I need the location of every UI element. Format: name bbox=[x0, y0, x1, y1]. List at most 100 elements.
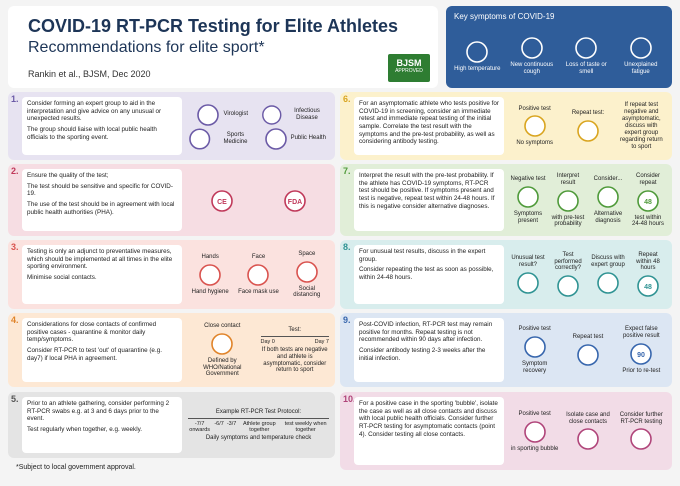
section-visuals: Positive test in sporting bubble Isolate c… bbox=[508, 396, 668, 467]
paragraph: Ensure the quality of the test; bbox=[27, 172, 109, 179]
section-panel: 3. Testing is only an adjunct to preventa… bbox=[8, 240, 335, 309]
icon bbox=[597, 272, 619, 294]
item-caption: Virologist bbox=[223, 111, 249, 118]
paragraph: The test should be sensitive and specifi… bbox=[27, 182, 173, 198]
item-heading: Space bbox=[298, 250, 316, 257]
item-heading: Positive test bbox=[518, 410, 551, 417]
section-text: For an asymptomatic athlete who tests po… bbox=[354, 97, 504, 155]
icon-shape bbox=[466, 40, 489, 63]
item-heading: Discuss with expert group bbox=[591, 255, 625, 268]
section-panel: 10. For a positive case in the sporting '… bbox=[340, 392, 672, 470]
section-visuals: Close contact Defined by WHO/National Gov… bbox=[186, 317, 331, 384]
icon bbox=[577, 344, 599, 366]
item-caption: with pre-test probability bbox=[551, 214, 585, 228]
visual-item: If repeat test negative and asymptomatic… bbox=[615, 102, 668, 150]
icon bbox=[523, 115, 546, 138]
section-number: 3. bbox=[11, 242, 19, 252]
item-heading: Example RT-PCR Test Protocol: bbox=[215, 408, 302, 415]
paragraph: Consider forming an expert group to aid … bbox=[27, 100, 162, 123]
item-caption: in sporting bubble bbox=[510, 445, 559, 452]
icon bbox=[575, 37, 598, 59]
section-panel: 6. For an asymptomatic athlete who tests … bbox=[340, 92, 672, 160]
title: COVID-19 RT-PCR Testing for Elite Athlet… bbox=[28, 16, 399, 36]
icon-shape bbox=[630, 343, 653, 365]
section-visuals: Positive test No symptoms Repeat test: If r… bbox=[508, 96, 668, 157]
symptom-list: High temperature New continuous cough Loss… bbox=[450, 28, 668, 84]
section-panel: 1. Consider forming an expert group to ai… bbox=[8, 92, 335, 160]
visual-item: Repeat test: bbox=[561, 102, 614, 150]
item-heading: Isolate case and close contacts bbox=[566, 411, 610, 425]
section-text: Consider forming an expert group to aid … bbox=[22, 97, 182, 155]
visual-item: Consider... Alternative diagnosis bbox=[588, 173, 628, 229]
icon-shape bbox=[520, 37, 543, 59]
badge-sub: APPROVED bbox=[395, 68, 423, 74]
icon bbox=[523, 336, 546, 358]
item-note: If repeat test negative and asymptomatic… bbox=[619, 102, 663, 150]
visual-item: Interpret result with pre-test probabilit… bbox=[548, 173, 588, 229]
visual-item: Sports Medicine bbox=[186, 127, 259, 151]
icon bbox=[629, 37, 652, 59]
paragraph: Testing is only an adjunct to preventati… bbox=[27, 248, 173, 271]
symptom: High temperature bbox=[450, 28, 505, 84]
paragraph: The use of the test should be in agreeme… bbox=[27, 201, 175, 216]
subtitle: Recommendations for elite sport* bbox=[28, 39, 265, 56]
icon-shape bbox=[211, 189, 234, 212]
item-caption: Social distancing bbox=[293, 285, 321, 299]
section-text: Ensure the quality of the test; The test … bbox=[22, 169, 182, 231]
section-visuals: Negative test Symptoms present Interpret r… bbox=[508, 168, 668, 233]
icon-shape bbox=[517, 186, 539, 208]
visual-item: Close contact Defined by WHO/National Gov… bbox=[186, 323, 259, 379]
section-panel: 8. For unusual test results, discuss in t… bbox=[340, 240, 672, 309]
visual-item: Positive test No symptoms bbox=[508, 102, 561, 150]
section-panel: 9. Post-COVID infection, RT-PCR test may … bbox=[340, 313, 672, 387]
icon bbox=[557, 189, 579, 212]
icon bbox=[296, 260, 318, 283]
citation: Rankin et al., BJSM, Dec 2020 bbox=[28, 69, 151, 79]
visual-item: Unusual test result? bbox=[508, 252, 548, 299]
visual-item: Expect false positive result 90 Prior to r… bbox=[615, 326, 668, 375]
item-caption: Defined by WHO/National Government bbox=[203, 357, 242, 378]
visual-item: Hands Hand hygiene bbox=[186, 251, 234, 300]
icon bbox=[197, 103, 220, 126]
item-caption: Symptom recovery bbox=[521, 361, 548, 374]
icon-shape bbox=[199, 264, 221, 286]
paragraph: Consider repeating the test as soon as p… bbox=[359, 266, 494, 282]
icon-shape bbox=[517, 272, 539, 294]
item-heading: Positive test bbox=[518, 326, 551, 333]
symptom-label: Loss of taste or smell bbox=[565, 62, 607, 75]
timeline: -7/7 onwards -6/7 -3/7 Athlete group togeth… bbox=[188, 417, 329, 434]
icon-text: 48 bbox=[644, 199, 652, 206]
timeline-label: Athlete group together bbox=[242, 420, 276, 433]
section-visuals: Example RT-PCR Test Protocol: -7/7 onward… bbox=[186, 396, 331, 455]
section-text: Prior to an athlete gathering, consider … bbox=[22, 397, 182, 453]
item-heading: Negative test bbox=[510, 176, 546, 183]
visual-item: Example RT-PCR Test Protocol: -7/7 onward… bbox=[186, 409, 331, 442]
paragraph: Minimise social contacts. bbox=[27, 274, 97, 282]
section-text: For a positive case in the sporting 'bub… bbox=[354, 397, 504, 465]
section-text: For unusual test results, discuss in the… bbox=[354, 245, 504, 304]
symptoms-title: Key symptoms of COVID-19 bbox=[454, 12, 555, 21]
paragraph: Interpret the result with the pre-test p… bbox=[359, 172, 495, 210]
paragraph: Consider antibody testing 2-3 weeks afte… bbox=[359, 347, 486, 362]
item-caption: test within 24-48 hours bbox=[631, 214, 665, 228]
footnote: *Subject to local government approval. bbox=[16, 464, 136, 471]
badge: BJSM APPROVED bbox=[388, 54, 430, 82]
icon bbox=[199, 264, 221, 286]
visual-item: Test performed correctly? bbox=[548, 252, 588, 299]
icon bbox=[264, 127, 287, 150]
visual-item: Negative test Symptoms present bbox=[508, 173, 548, 229]
visual-item: Consider further RT-PCR testing bbox=[615, 411, 668, 453]
item-heading: Test: bbox=[288, 326, 302, 333]
icon-shape bbox=[557, 189, 579, 212]
item-heading: Repeat within 48 hours bbox=[636, 251, 660, 272]
item-caption: No symptoms bbox=[516, 140, 553, 147]
icon: 48 bbox=[637, 189, 659, 212]
section-visuals: Hands Hand hygiene Face Face mask use Space S… bbox=[186, 244, 331, 306]
visual-item: CE bbox=[186, 189, 259, 213]
item-caption: Symptoms present bbox=[513, 211, 543, 224]
visual-item: Public Health bbox=[259, 127, 332, 151]
visual-item: Repeat within 48 hours 48 bbox=[628, 252, 668, 299]
visual-item: Repeat test bbox=[561, 326, 614, 375]
icon-shape bbox=[557, 275, 579, 298]
section-number: 4. bbox=[11, 315, 19, 325]
